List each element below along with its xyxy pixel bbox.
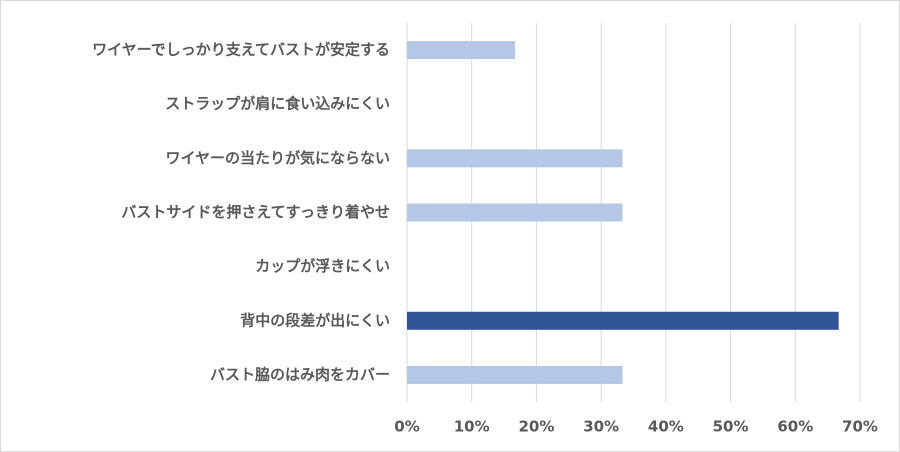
y-tick-label: カップが浮きにくい <box>255 257 390 275</box>
x-tick-label: 40% <box>648 418 684 436</box>
bar <box>407 203 623 222</box>
x-tick-label: 70% <box>842 418 878 436</box>
bar <box>407 41 516 60</box>
y-tick-label: バスト脇のはみ肉をカバー <box>210 365 390 383</box>
x-tick-label: 0% <box>394 418 419 436</box>
y-tick-label: バストサイドを押さえてすっきり着やせ <box>121 203 390 221</box>
x-tick-label: 10% <box>454 418 490 436</box>
x-tick-label: 50% <box>713 418 749 436</box>
x-tick-label: 20% <box>518 418 554 436</box>
y-tick-label: ワイヤーでしっかり支えてバストが安定する <box>92 41 390 59</box>
bar <box>407 149 623 168</box>
y-tick-label: ワイヤーの当たりが気にならない <box>165 149 390 167</box>
bar <box>407 311 839 330</box>
x-tick-label: 60% <box>777 418 813 436</box>
y-tick-label: 背中の段差が出にくい <box>240 311 390 329</box>
x-tick-label: 30% <box>583 418 619 436</box>
y-tick-label: ストラップが肩に食い込みにくい <box>165 95 390 113</box>
bar <box>407 365 623 384</box>
